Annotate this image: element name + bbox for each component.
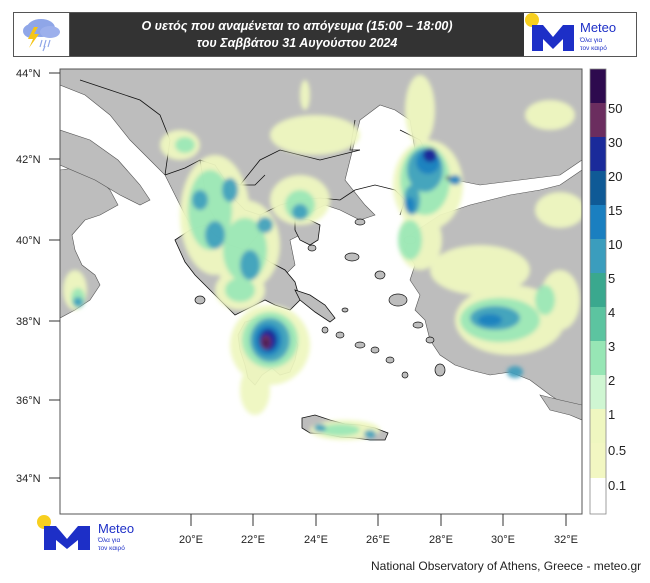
title-line-2: του Σαββάτου 31 Αυγούστου 2024: [196, 35, 398, 50]
lon-label-26: 26°E: [366, 534, 390, 546]
lon-ticks: [190, 514, 567, 526]
land-italy-north: [60, 129, 151, 206]
colorbar: [589, 68, 607, 515]
logo-brand: Meteo: [580, 20, 616, 35]
sun-icon: [37, 515, 51, 529]
lon-label-22: 22°E: [241, 534, 265, 546]
colorbar-label-5: 5: [608, 271, 615, 286]
colorbar-label-3: 3: [608, 339, 615, 354]
colorbar-label-30: 30: [608, 135, 622, 150]
lon-label-20: 20°E: [179, 534, 203, 546]
colorbar-label-4: 4: [608, 305, 615, 320]
lat-label-44: 44°N: [16, 68, 41, 80]
lat-label-40: 40°N: [16, 235, 41, 247]
source-credit: National Observatory of Athens, Greece -…: [371, 559, 642, 573]
lat-label-42: 42°N: [16, 154, 41, 166]
sun-icon: [525, 13, 539, 27]
rain-thunder-cloud-icon: [23, 19, 60, 52]
land-southeast: [539, 394, 582, 421]
colorbar-label-2: 2: [608, 373, 615, 388]
page-title: Ο υετός που αναμένεται το απόγευμα (15:0…: [70, 13, 524, 56]
logo-tagline-1: Όλα για: [579, 37, 602, 44]
lat-label-38: 38°N: [16, 316, 41, 328]
header-banner: Ο υετός που αναμένεται το απόγευμα (15:0…: [13, 12, 637, 57]
lat-label-36: 36°N: [16, 395, 41, 407]
title-line-1: Ο υετός που αναμένεται το απόγευμα (15:0…: [141, 18, 453, 33]
colorbar-label-10: 10: [608, 237, 622, 252]
colorbar-label-0-5: 0.5: [608, 443, 626, 458]
colorbar-label-20: 20: [608, 169, 622, 184]
lon-label-30: 30°E: [491, 534, 515, 546]
footer-meteo-logo: Meteo Όλα για τον καιρό: [36, 514, 146, 554]
lon-label-24: 24°E: [304, 534, 328, 546]
meteo-logo: Meteo Όλα για τον καιρό: [524, 13, 636, 56]
colorbar-label-50: 50: [608, 101, 622, 116]
map-frame: [59, 68, 583, 515]
lat-label-34: 34°N: [16, 473, 41, 485]
m-logo-icon: [532, 25, 574, 51]
lon-label-32: 32°E: [554, 534, 578, 546]
footer-logo-tagline-1: Όλα για: [97, 537, 120, 544]
colorbar-label-15: 15: [608, 203, 622, 218]
weather-icon-box: [14, 13, 70, 56]
footer-logo-brand: Meteo: [98, 521, 134, 536]
footer-logo-tagline-2: τον καιρό: [98, 544, 125, 552]
colorbar-label-0-1: 0.1: [608, 478, 626, 493]
logo-tagline-2: τον καιρό: [580, 44, 607, 52]
lat-ticks: [49, 72, 60, 479]
precipitation-overlay: [63, 75, 582, 440]
m-logo-icon: [44, 526, 90, 550]
precipitation-map: 44°N 42°N 40°N 38°N 36°N 34°N 20°E 22°E …: [0, 60, 650, 583]
lon-label-28: 28°E: [429, 534, 453, 546]
land-euboea: [294, 289, 336, 323]
colorbar-label-1: 1: [608, 407, 615, 422]
